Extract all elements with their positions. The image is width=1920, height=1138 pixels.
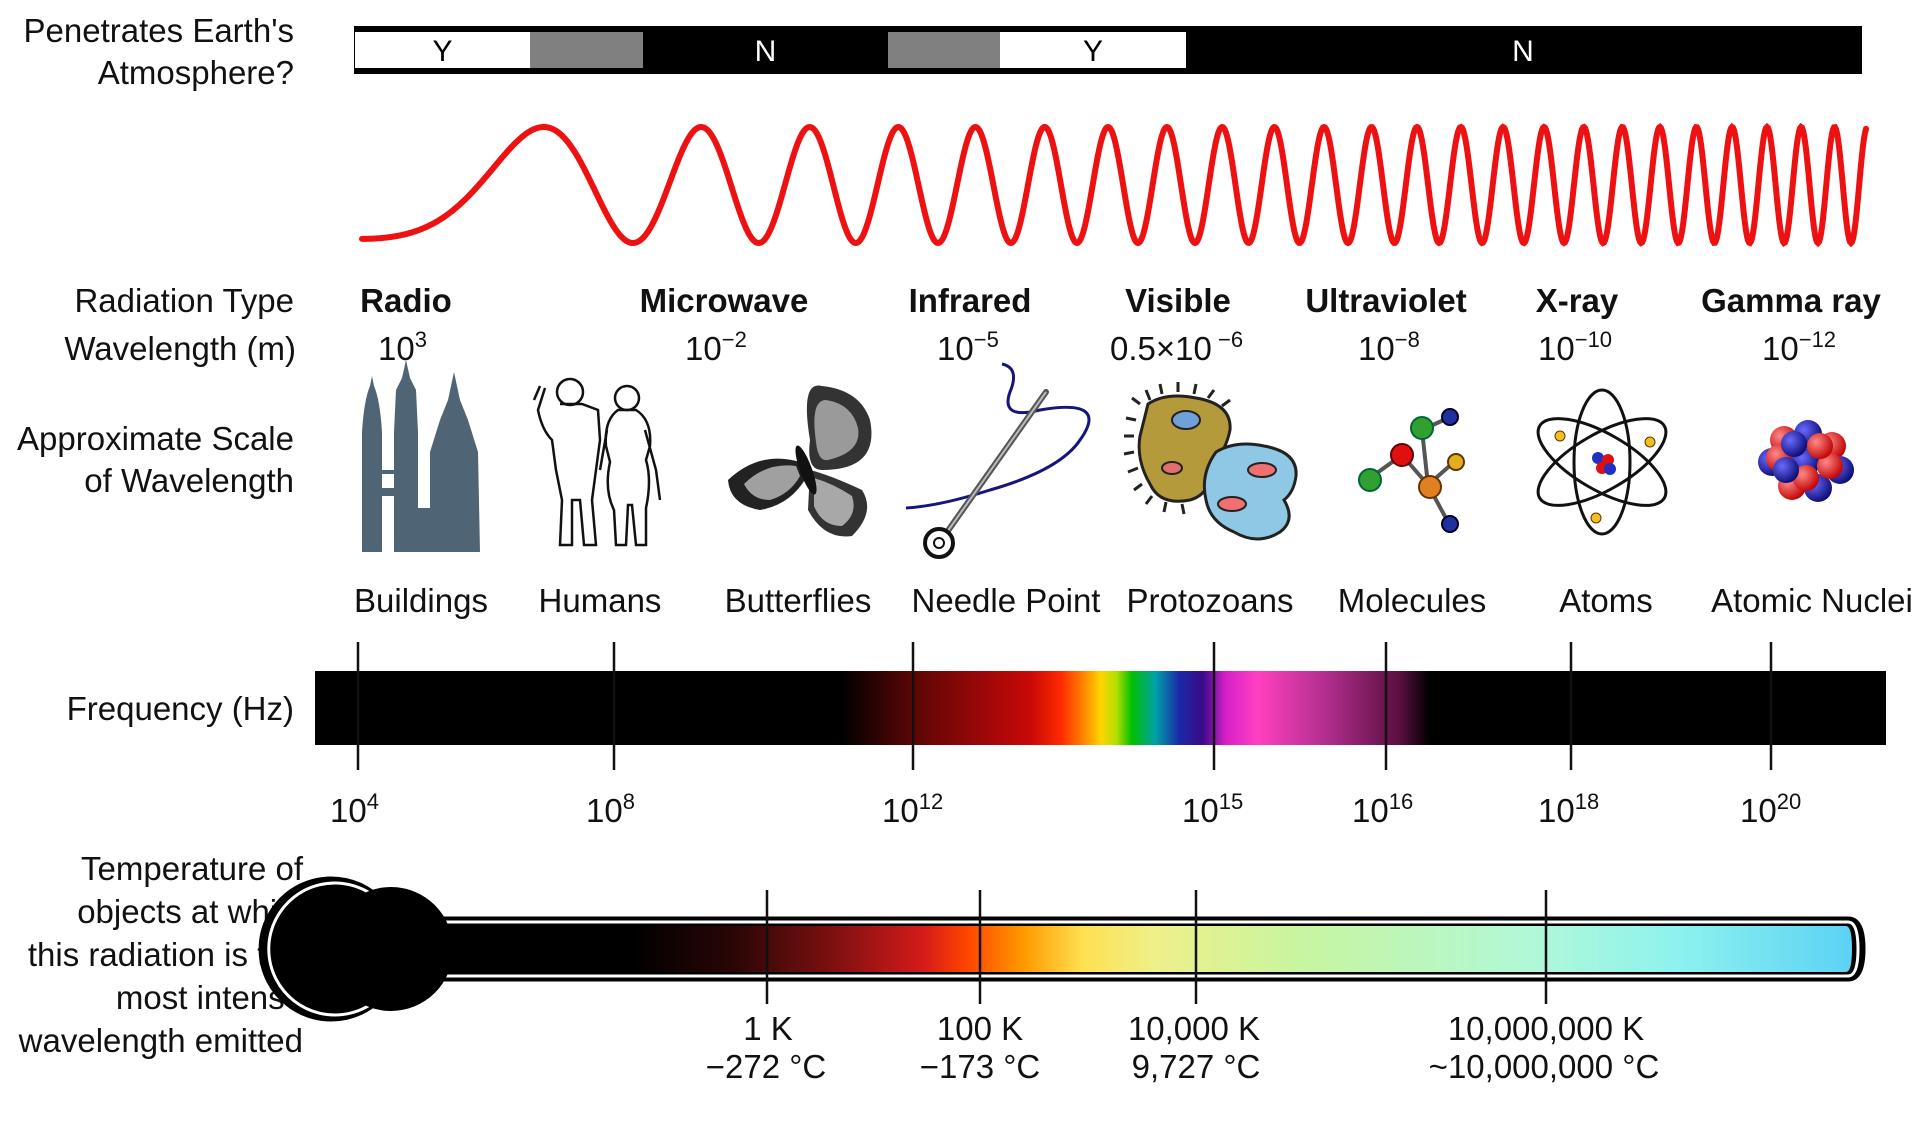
atmosphere-segment-1 [355, 32, 530, 68]
radiation-types: Radio Microwave Infrared Visible Ultravi… [360, 282, 1881, 367]
frequency-tick-1e18: 1018 [1538, 789, 1599, 829]
temperature-celsius-1: −272 °C [706, 1048, 827, 1085]
radiation-name-ultraviolet: Ultraviolet [1305, 282, 1466, 319]
nucleus-icon [1758, 420, 1854, 502]
scale-label-needle-point: Needle Point [912, 582, 1101, 619]
scale-label-atoms: Atoms [1559, 582, 1653, 619]
atmosphere-segment-6 [1186, 32, 1860, 68]
atmosphere-segment-4 [888, 32, 1000, 68]
needle-icon [905, 362, 1091, 559]
scale-label-humans: Humans [539, 582, 662, 619]
frequency-spectrum-bar [315, 642, 1886, 770]
temperature-label-line-1: Temperature of [81, 850, 304, 887]
frequency-tick-labels: 104 108 1012 1015 1016 1018 1020 [330, 789, 1801, 829]
radiation-name-infrared: Infrared [909, 282, 1032, 319]
temperature-celsius-3: 9,727 °C [1132, 1048, 1261, 1085]
scale-labels: Buildings Humans Butterflies Needle Poin… [354, 582, 1913, 619]
atmosphere-segment-2 [530, 32, 643, 68]
temperature-celsius-4: ~10,000,000 °C [1429, 1048, 1660, 1085]
frequency-tick-1e15: 1015 [1182, 789, 1243, 829]
frequency-tick-1e20: 1020 [1740, 789, 1801, 829]
radiation-name-visible: Visible [1125, 282, 1231, 319]
scale-label-line-1: Approximate Scale [17, 420, 294, 457]
radiation-type-label: Radiation Type [74, 282, 294, 319]
scale-label-protozoans: Protozoans [1127, 582, 1294, 619]
temperature-tick-labels: 1 K −272 °C 100 K −173 °C 10,000 K 9,727… [706, 1010, 1660, 1085]
radiation-name-gamma: Gamma ray [1701, 282, 1881, 319]
radiation-name-radio: Radio [360, 282, 452, 319]
temperature-kelvin-2: 100 K [937, 1010, 1023, 1047]
atmosphere-label-line-2: Atmosphere? [98, 54, 294, 91]
molecule-icon [1358, 408, 1465, 533]
wavelength-microwave: 10−2 [685, 327, 747, 367]
scale-label-molecules: Molecules [1338, 582, 1487, 619]
humans-icon [532, 377, 662, 547]
temperature-kelvin-4: 10,000,000 K [1448, 1010, 1644, 1047]
wavelength-radio: 103 [378, 327, 427, 367]
wavelength-ultraviolet: 10−8 [1358, 327, 1420, 367]
temperature-kelvin-3: 10,000 K [1128, 1010, 1260, 1047]
scale-label-atomic-nuclei: Atomic Nuclei [1711, 582, 1913, 619]
temperature-celsius-2: −173 °C [920, 1048, 1041, 1085]
atmosphere-segment-label-5: Y [1083, 35, 1103, 68]
wavelength-wave [359, 122, 1869, 248]
protozoan-icon [1123, 382, 1298, 541]
frequency-tick-1e4: 104 [330, 789, 379, 829]
temperature-kelvin-1: 1 K [743, 1010, 793, 1047]
atmosphere-segment-label-6: N [1512, 35, 1534, 68]
atmosphere-segment-3 [643, 32, 888, 68]
frequency-tick-1e16: 1016 [1352, 789, 1413, 829]
scale-label-line-2: of Wavelength [84, 462, 294, 499]
scale-label-butterflies: Butterflies [725, 582, 872, 619]
temperature-label-line-5: wavelength emitted [18, 1022, 303, 1059]
wavelength-xray: 10−10 [1538, 327, 1612, 367]
temperature-label-line-3: this radiation is the [28, 936, 303, 973]
frequency-tick-1e12: 1012 [882, 789, 943, 829]
radiation-name-xray: X-ray [1536, 282, 1619, 319]
frequency-label: Frequency (Hz) [67, 690, 294, 727]
radiation-name-microwave: Microwave [640, 282, 809, 319]
wavelength-gamma: 10−12 [1762, 327, 1836, 367]
butterfly-icon [728, 385, 872, 537]
atmosphere-segment-label-1: Y [432, 35, 452, 68]
atom-icon [1536, 388, 1668, 536]
thermometer [258, 876, 1866, 1022]
wavelength-visible: 0.5×10 −6 [1110, 327, 1243, 367]
scale-label-buildings: Buildings [354, 582, 488, 619]
buildings-icon [362, 360, 480, 552]
frequency-tick-1e8: 108 [586, 789, 635, 829]
wavelength-infrared: 10−5 [937, 327, 999, 367]
atmosphere-segment-5 [1000, 32, 1186, 68]
atmosphere-label-line-1: Penetrates Earth's [24, 12, 294, 49]
atmosphere-segment-label-3: N [755, 35, 777, 68]
wavelength-label: Wavelength (m) [64, 330, 296, 367]
